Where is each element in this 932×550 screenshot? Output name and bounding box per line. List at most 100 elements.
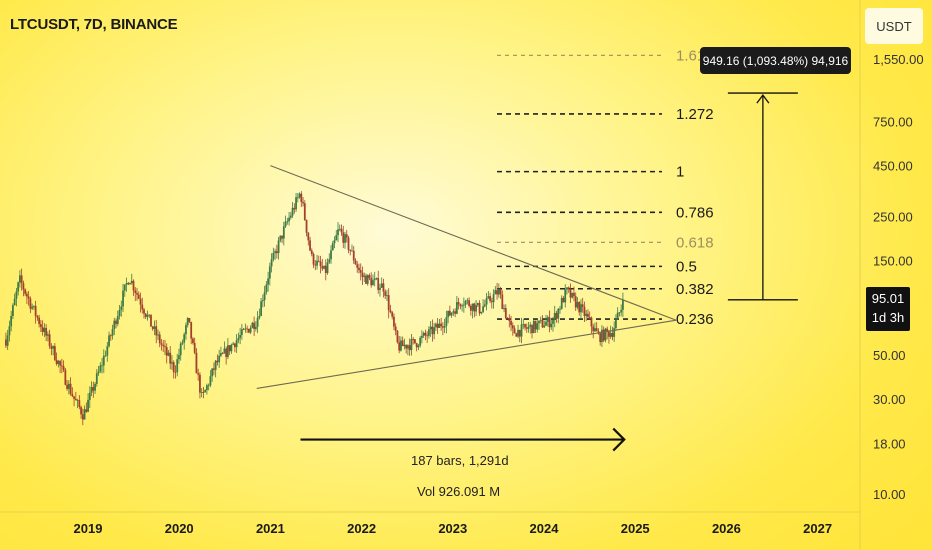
candle-body (384, 291, 387, 296)
candle-body (434, 323, 437, 328)
candle-body (539, 319, 542, 321)
candle-body (331, 243, 334, 251)
candle-body (123, 284, 126, 291)
candle-body (179, 343, 182, 356)
candle-body (310, 250, 313, 254)
candle-body (330, 250, 332, 260)
candle-body (239, 334, 242, 338)
candle-body (261, 300, 264, 302)
candle-body (118, 310, 121, 317)
candle-body (45, 327, 48, 336)
candle-body (359, 270, 362, 273)
candle-body (515, 333, 518, 337)
candle-body (127, 283, 130, 285)
x-tick-label: 2027 (803, 521, 832, 536)
candle-body (408, 345, 411, 351)
candle-body (130, 280, 133, 284)
candle-body (242, 329, 245, 331)
candle-body (317, 260, 320, 262)
candle-body (286, 221, 289, 223)
candle-body (200, 392, 203, 393)
candle-body (50, 346, 53, 349)
candle-body (24, 289, 27, 294)
candle-body (559, 308, 561, 310)
candle-body (113, 320, 116, 330)
last-price-tag: 95.01 1d 3h (866, 287, 910, 331)
candle-body (345, 234, 348, 238)
candle-body (158, 334, 161, 344)
candle-body (104, 355, 107, 357)
candle-body (169, 352, 172, 364)
candle-body (532, 320, 535, 334)
candle-body (141, 304, 144, 310)
currency-unit-button[interactable]: USDT (865, 8, 923, 44)
candle-body (165, 347, 168, 356)
candle-body (433, 327, 436, 335)
candle-body (553, 312, 556, 321)
fib-level-label: 0.5 (676, 258, 697, 275)
candle-body (609, 333, 612, 337)
candle-body (240, 329, 243, 335)
last-price-value: 95.01 (871, 291, 905, 306)
candle-body (324, 265, 327, 274)
candle-body (5, 339, 7, 346)
candle-body (32, 305, 35, 307)
candle-body (344, 234, 346, 243)
candle-body (263, 292, 266, 301)
candle-body (134, 290, 137, 293)
candle-body (585, 313, 588, 316)
candle-body (372, 280, 374, 286)
candle-body (87, 399, 89, 412)
fib-level-label: 0.786 (676, 204, 714, 221)
candle-body (440, 323, 443, 327)
y-tick-label: 50.00 (873, 348, 906, 363)
candle-body (108, 335, 110, 347)
fib-level-label: 1.272 (676, 106, 714, 123)
candle-body (508, 318, 511, 321)
measure-arrowhead (756, 94, 770, 104)
candle-body (150, 314, 152, 327)
candle-body (36, 316, 39, 318)
candle-body (6, 335, 9, 346)
candle-body (337, 229, 339, 236)
candle-body (471, 303, 474, 311)
candle-body (389, 310, 392, 313)
candle-body (469, 305, 472, 311)
y-tick-label: 250.00 (873, 209, 913, 224)
candle-body (216, 360, 219, 363)
candle-body (375, 278, 378, 279)
candle-body (270, 259, 273, 267)
candle-body (115, 320, 117, 324)
symbol-title[interactable]: LTCUSDT, 7D, BINANCE (10, 16, 178, 33)
time-span-arrowhead (612, 427, 626, 452)
candle-body (555, 312, 558, 319)
candle-body (525, 327, 528, 329)
candle-body (475, 305, 477, 312)
candle-body (25, 293, 28, 297)
candle-body (496, 290, 498, 295)
candle-body (615, 319, 617, 329)
candle-body (41, 327, 44, 332)
candle-body (552, 320, 554, 324)
candle-body (120, 306, 123, 311)
candle-body (153, 326, 156, 329)
candle-body (181, 342, 184, 344)
candle-body (457, 302, 460, 305)
fib-level-label: 1 (676, 164, 684, 181)
candle-body (387, 295, 390, 311)
candle-body (155, 326, 158, 336)
candle-body (511, 325, 514, 329)
candle-body (455, 302, 458, 314)
candle-body (545, 321, 547, 326)
candle-body (595, 328, 598, 332)
candle-body (347, 237, 350, 250)
candle-body (71, 393, 74, 397)
candle-body (151, 326, 154, 329)
candle-body (296, 197, 299, 199)
candle-body (202, 392, 205, 393)
candle-body (431, 326, 434, 335)
x-tick-label: 2024 (530, 521, 560, 536)
candle-body (365, 275, 367, 284)
candle-body (468, 300, 470, 306)
